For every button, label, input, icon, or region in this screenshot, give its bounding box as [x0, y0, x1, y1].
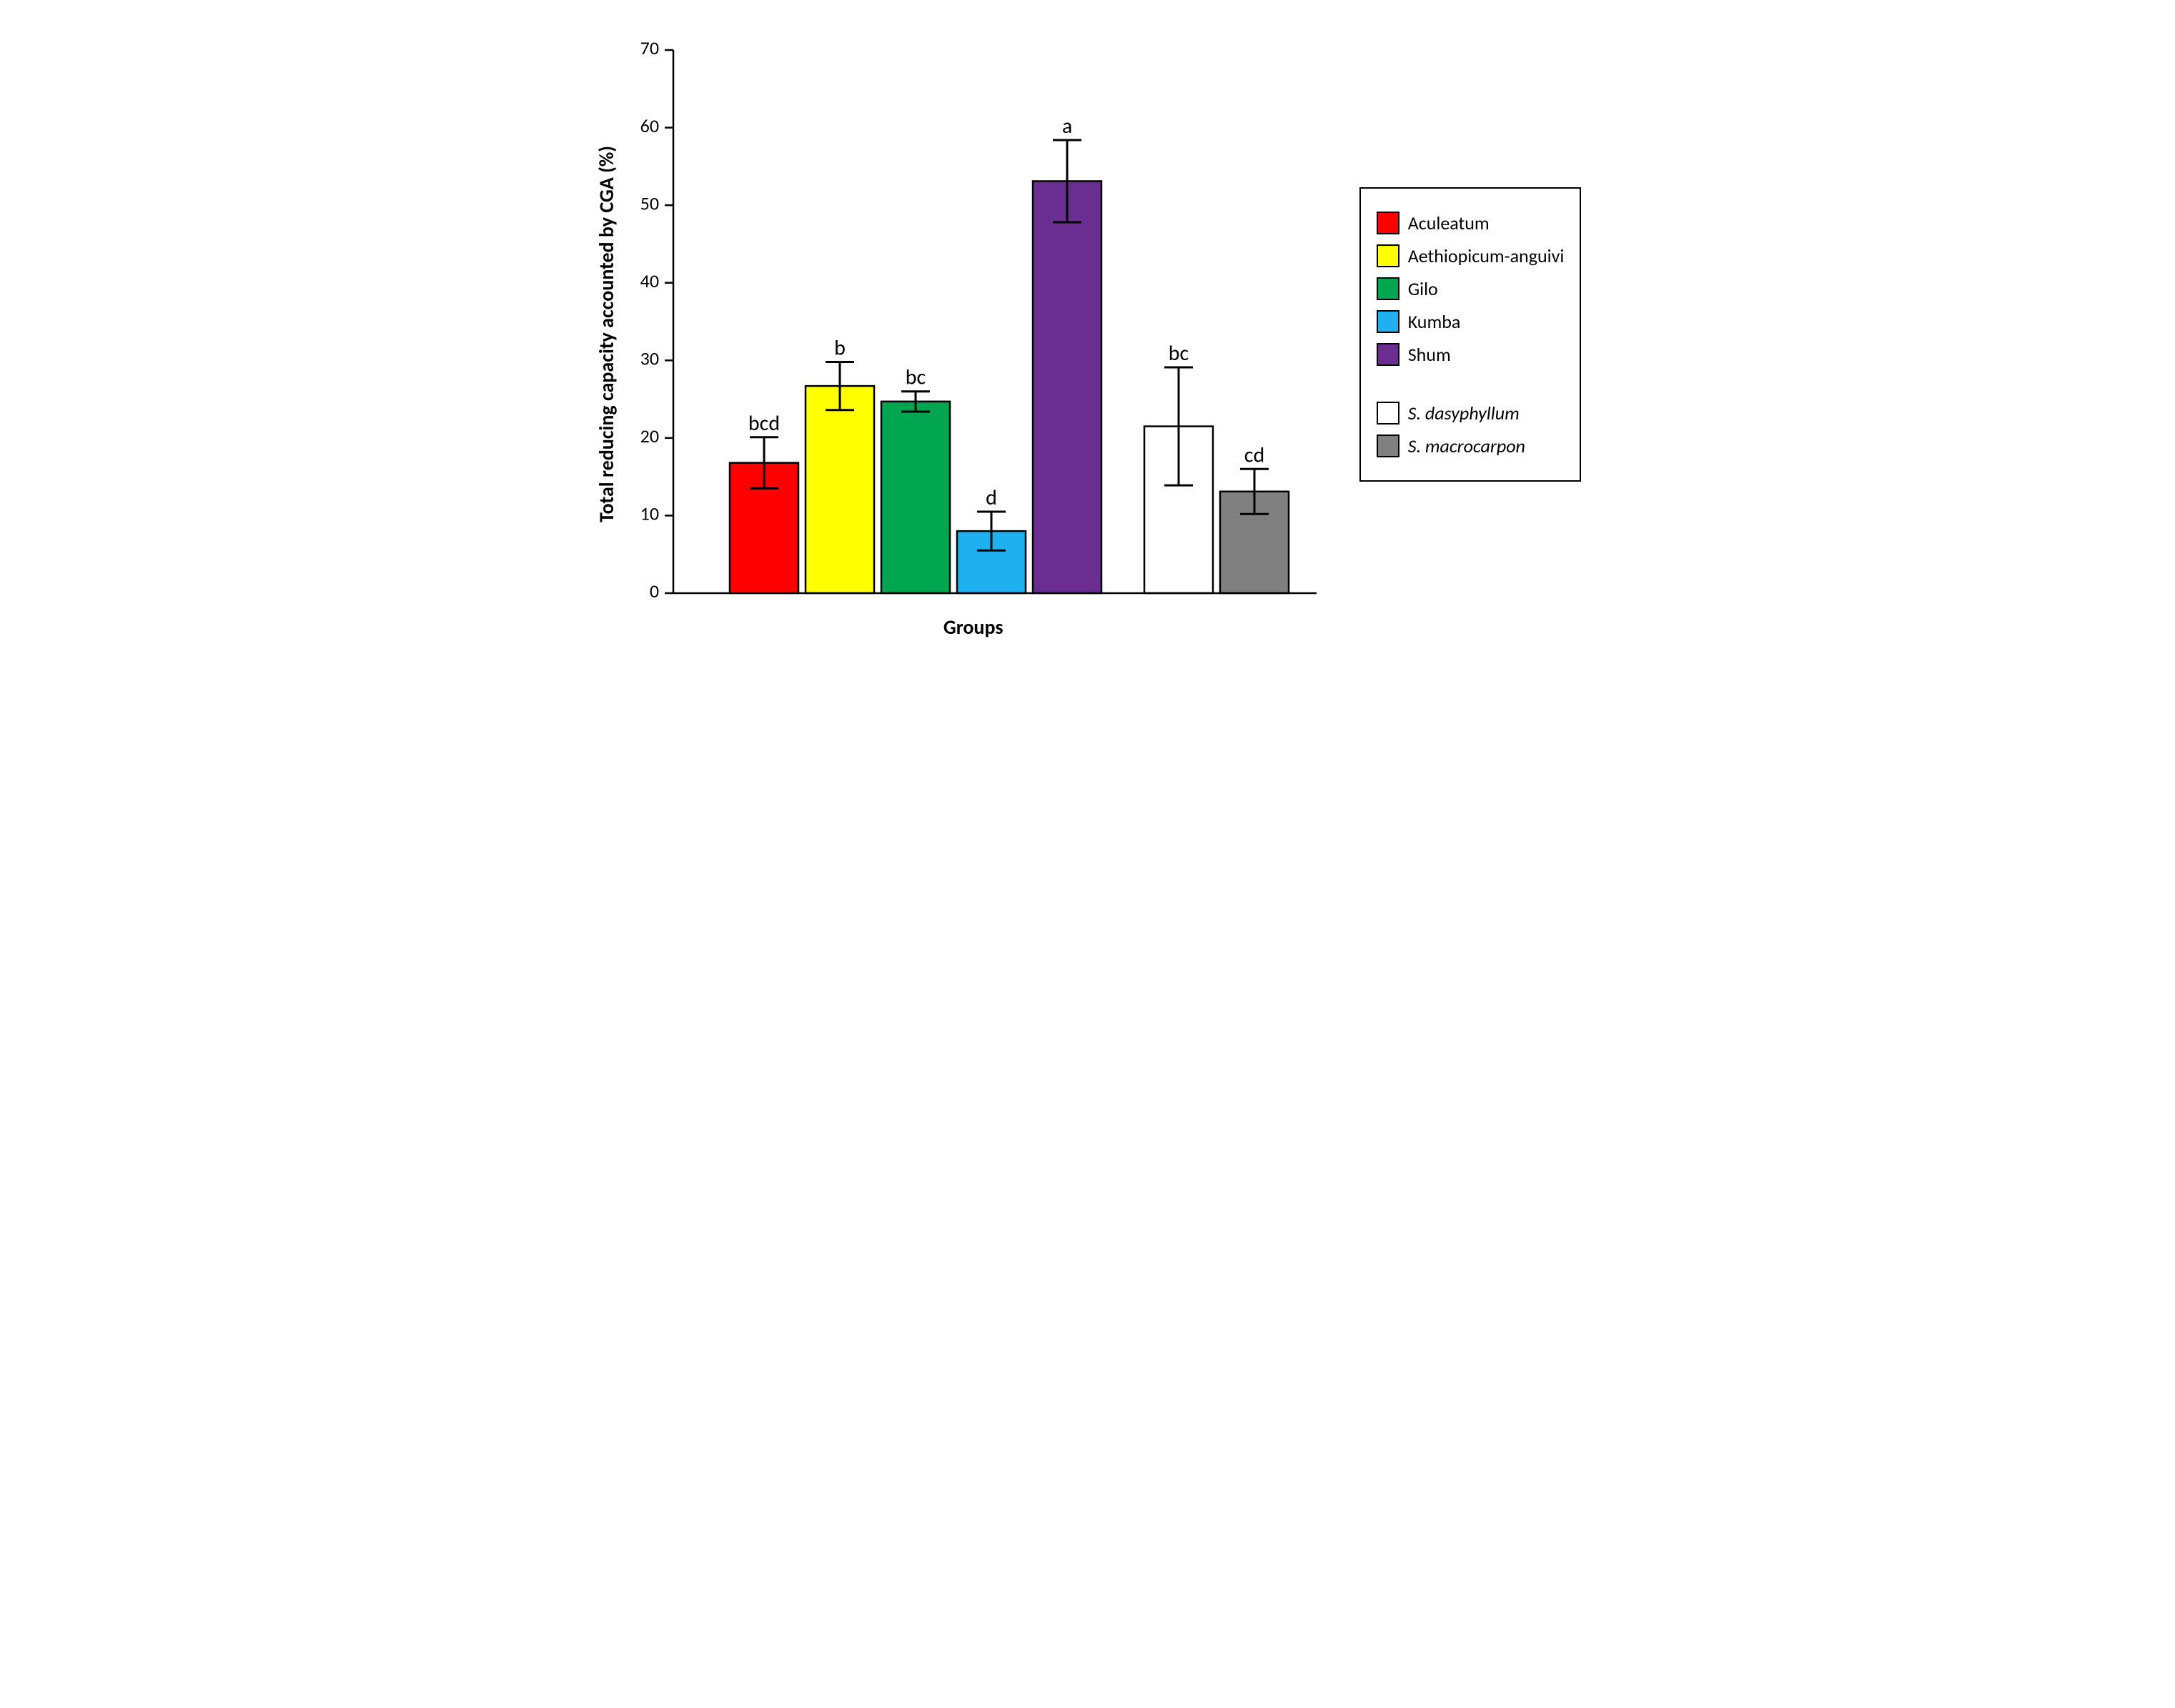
- sig-label-shum: a: [1062, 113, 1072, 139]
- legend: Aculeatum Aethiopicum-anguivi Gilo Kumba Shu…: [1359, 187, 1582, 482]
- sig-label-gilo: bc: [905, 364, 926, 391]
- y-tick-label: 40: [640, 269, 658, 292]
- legend-label: Aculeatum: [1408, 212, 1490, 234]
- legend-label: Aethiopicum-anguivi: [1408, 244, 1565, 267]
- legend-group: S. dasyphyllum S. macrocarpon: [1377, 402, 1565, 457]
- x-axis-label: Groups: [623, 615, 1324, 640]
- figure-root: Total reducing capacity accounted by CGA…: [0, 0, 2175, 668]
- legend-item-aculeatum: Aculeatum: [1377, 212, 1565, 234]
- legend-group: Aculeatum Aethiopicum-anguivi Gilo Kumba Shu…: [1377, 212, 1565, 366]
- y-tick-label: 60: [640, 114, 658, 137]
- legend-label: Kumba: [1408, 310, 1461, 333]
- y-tick-label: 30: [640, 347, 658, 369]
- sig-label-dasyphyllum: bc: [1168, 340, 1189, 367]
- sig-label-kumba: d: [986, 485, 997, 511]
- bar-aeth_anguivi: [806, 386, 874, 593]
- legend-item-gilo: Gilo: [1377, 277, 1565, 300]
- legend-swatch: [1377, 277, 1399, 300]
- legend-swatch: [1377, 310, 1399, 333]
- y-tick-label: 0: [650, 580, 659, 602]
- sig-label-aculeatum: bcd: [748, 410, 780, 437]
- legend-item-dasyphyllum: S. dasyphyllum: [1377, 402, 1565, 424]
- y-axis-label: Total reducing capacity accounted by CGA…: [594, 146, 619, 522]
- bar-shum: [1033, 181, 1101, 593]
- legend-item-aeth_anguivi: Aethiopicum-anguivi: [1377, 244, 1565, 267]
- legend-swatch: [1377, 402, 1399, 424]
- legend-swatch: [1377, 244, 1399, 267]
- y-tick-label: 20: [640, 424, 658, 447]
- legend-swatch: [1377, 212, 1399, 234]
- y-tick-label: 70: [640, 36, 658, 59]
- sig-label-aeth_anguivi: b: [834, 334, 846, 361]
- legend-item-kumba: Kumba: [1377, 310, 1565, 333]
- y-tick-label: 10: [640, 502, 658, 525]
- legend-label: S. macrocarpon: [1408, 435, 1525, 457]
- bar-chart: 010203040506070bcdbbcdabccd: [623, 29, 1324, 607]
- legend-label: Gilo: [1408, 277, 1438, 300]
- legend-label: Shum: [1408, 343, 1451, 366]
- legend-item-macrocarpon: S. macrocarpon: [1377, 435, 1565, 457]
- legend-swatch: [1377, 435, 1399, 457]
- bar-gilo: [881, 402, 950, 593]
- sig-label-macrocarpon: cd: [1244, 442, 1264, 468]
- chart-block: Total reducing capacity accounted by CGA…: [594, 29, 1324, 640]
- legend-label: S. dasyphyllum: [1408, 402, 1520, 424]
- y-tick-label: 50: [640, 192, 658, 214]
- legend-item-shum: Shum: [1377, 343, 1565, 366]
- chart-and-xlabel: 010203040506070bcdbbcdabccd Groups: [623, 29, 1324, 640]
- legend-swatch: [1377, 343, 1399, 366]
